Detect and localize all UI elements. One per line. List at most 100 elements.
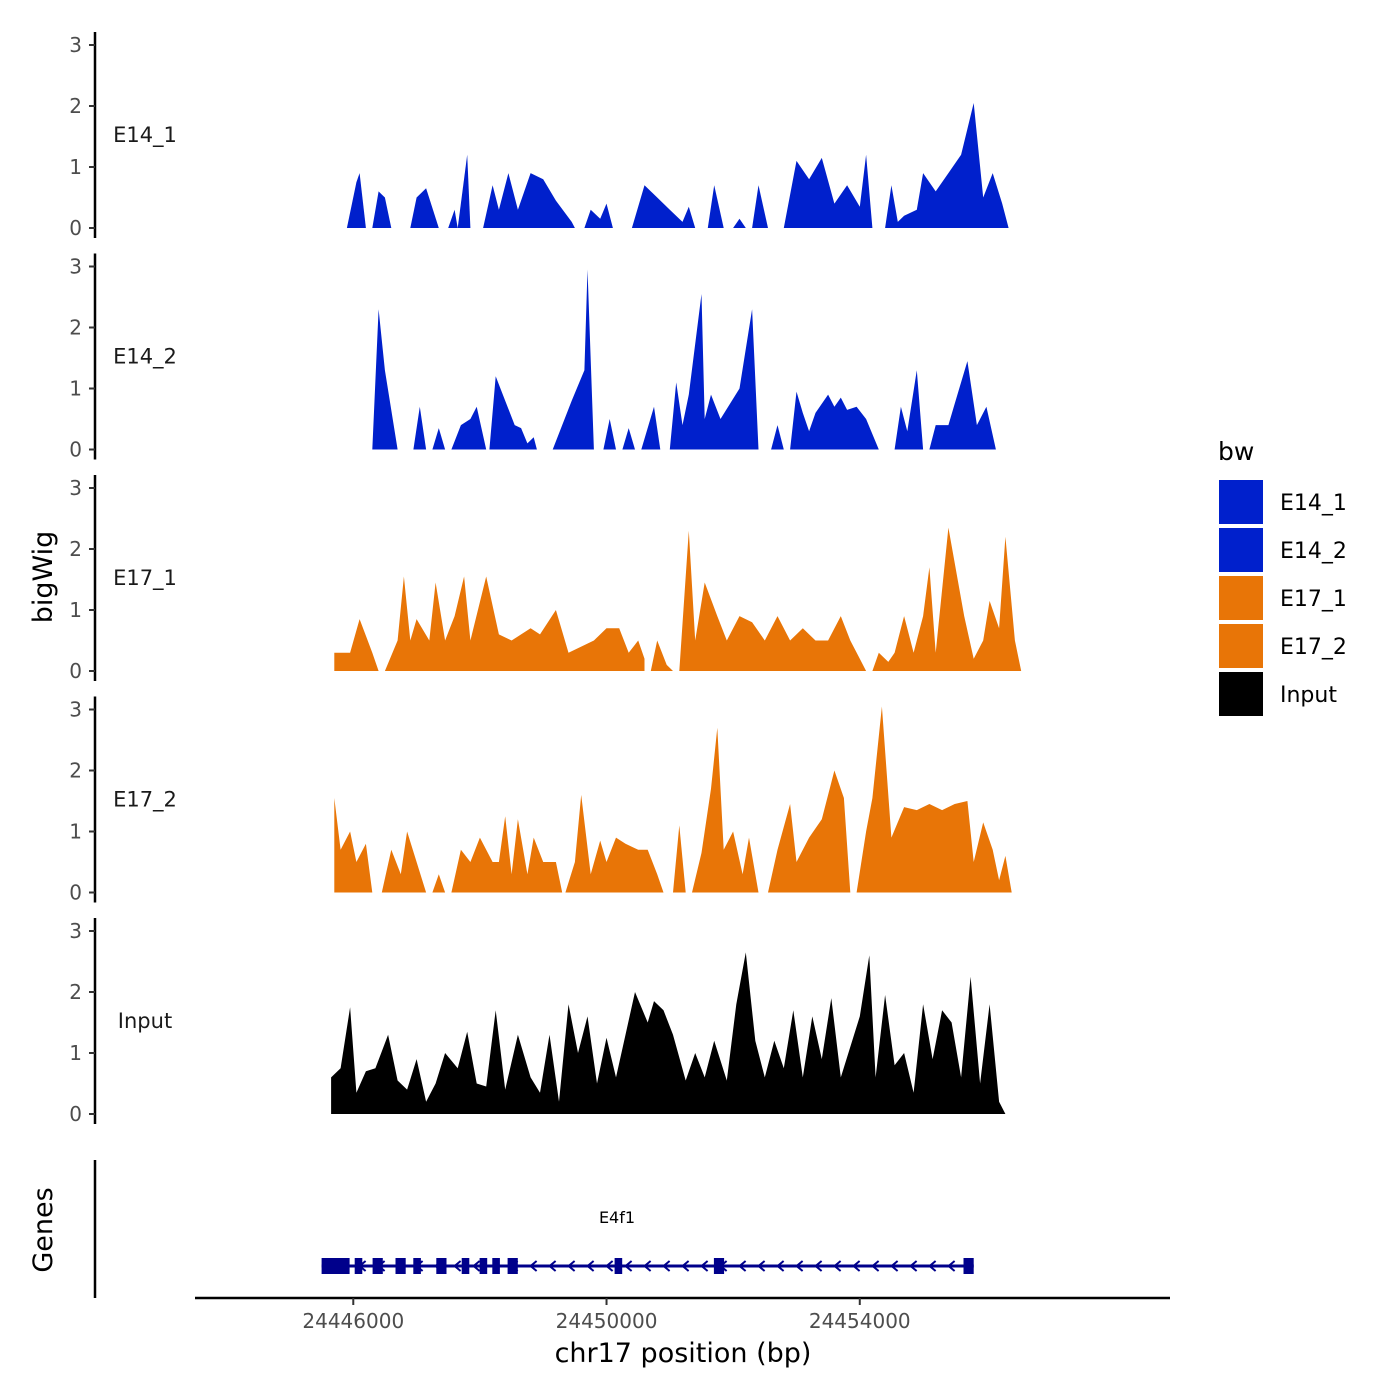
track-E14_2: 0 1 2 3 E14_2 <box>69 253 996 462</box>
signal-area <box>372 191 392 228</box>
strand-arrow <box>833 1260 842 1272</box>
signal-area <box>483 173 575 228</box>
signal-area <box>565 794 664 893</box>
legend-swatch <box>1219 624 1263 668</box>
gene-exon <box>479 1258 488 1274</box>
legend-swatch <box>1219 672 1263 716</box>
gene-exon <box>713 1258 725 1274</box>
signal-area <box>346 173 366 228</box>
signal-area <box>552 269 594 450</box>
y-tick-label: 3 <box>69 476 82 500</box>
signal-area <box>768 770 851 893</box>
strand-arrow <box>852 1260 861 1272</box>
signal-area <box>790 391 879 450</box>
strand-arrow <box>890 1260 899 1272</box>
gene-panel: E4f1 <box>93 1160 974 1298</box>
track-Input: 0 1 2 3 Input <box>69 918 1006 1126</box>
signal-area <box>381 831 427 893</box>
signal-area <box>894 370 924 450</box>
legend-title: bw <box>1218 437 1254 466</box>
strand-arrow <box>776 1260 785 1272</box>
y-tick-label: 3 <box>69 919 82 943</box>
signal-area <box>457 154 471 228</box>
y-tick-label: 0 <box>69 881 82 905</box>
y-tick-label: 1 <box>69 377 82 401</box>
y-tick-label: 2 <box>69 94 82 118</box>
strand-arrow <box>548 1260 557 1272</box>
legend-label: Input <box>1280 683 1337 708</box>
legend-label: E14_1 <box>1280 491 1347 516</box>
strand-arrow <box>928 1260 937 1272</box>
strand-arrow <box>605 1260 614 1272</box>
signal-area <box>413 406 427 450</box>
signal-area <box>692 727 759 893</box>
signal-area <box>733 218 746 228</box>
signal-area <box>752 185 768 228</box>
signal-area <box>432 874 446 893</box>
signal-area <box>771 425 784 450</box>
signal-area <box>451 816 563 893</box>
gene-exon <box>395 1258 406 1274</box>
signal-area <box>372 309 398 450</box>
strand-arrow <box>700 1260 709 1272</box>
signal-area <box>384 576 645 671</box>
y-tick-label: 2 <box>69 980 82 1004</box>
gene-exon <box>614 1258 623 1274</box>
signal-area <box>707 185 724 228</box>
signal-area <box>673 825 686 893</box>
track-E14_1: 0 1 2 3 E14_1 <box>69 32 1009 240</box>
signal-area <box>631 185 696 228</box>
track-label: E17_2 <box>113 788 177 813</box>
y-tick-label: 0 <box>69 1102 82 1126</box>
x-tick-label: 24446000 <box>302 1309 404 1333</box>
legend: bw E14_1 E14_2 E17_1 E17_2 Input <box>1218 437 1347 716</box>
strand-arrow <box>567 1260 576 1272</box>
signal-area <box>432 428 446 450</box>
y-tick-label: 2 <box>69 759 82 783</box>
strand-arrow <box>472 1260 481 1272</box>
strand-arrow <box>453 1260 462 1272</box>
signal-area <box>410 188 439 228</box>
gene-exon <box>507 1258 518 1274</box>
gene-exon <box>461 1258 470 1274</box>
y-tick-label: 2 <box>69 316 82 340</box>
y-tick-label: 0 <box>69 438 82 462</box>
strand-arrow <box>662 1260 671 1272</box>
signal-area <box>679 530 867 671</box>
track-E17_1: 0 1 2 3 E17_1 <box>69 475 1022 683</box>
gene-exon <box>354 1258 363 1274</box>
signal-area <box>929 361 996 450</box>
gene-exon <box>436 1258 447 1274</box>
y-tick-label: 2 <box>69 537 82 561</box>
signal-area <box>331 952 1006 1114</box>
strand-arrow <box>643 1260 652 1272</box>
signal-area <box>650 640 673 671</box>
y-tick-label: 3 <box>69 698 82 722</box>
track-label: E17_1 <box>113 566 177 591</box>
signal-area <box>584 203 613 228</box>
legend-swatch <box>1219 576 1263 620</box>
strand-arrow <box>529 1260 538 1272</box>
x-tick-label: 24454000 <box>809 1309 911 1333</box>
track-label: E14_2 <box>113 345 177 370</box>
signal-area <box>783 154 873 228</box>
legend-label: E17_1 <box>1280 587 1347 612</box>
strand-arrow <box>757 1260 766 1272</box>
strand-arrow <box>871 1260 880 1272</box>
signal-area <box>448 209 458 228</box>
y-axis-title-bigwig: bigWig <box>28 531 59 624</box>
strand-arrow <box>681 1260 690 1272</box>
strand-arrow <box>947 1260 956 1272</box>
y-tick-label: 3 <box>69 33 82 57</box>
signal-area <box>856 706 1012 893</box>
strand-arrow <box>814 1260 823 1272</box>
signal-area <box>669 294 759 450</box>
x-tick-label: 24450000 <box>556 1309 658 1333</box>
x-axis-title: chr17 position (bp) <box>555 1338 812 1369</box>
strand-arrow <box>909 1260 918 1272</box>
gene-exon <box>321 1258 350 1274</box>
y-tick-label: 3 <box>69 255 82 279</box>
strand-arrow <box>738 1260 747 1272</box>
signal-area <box>603 419 616 450</box>
